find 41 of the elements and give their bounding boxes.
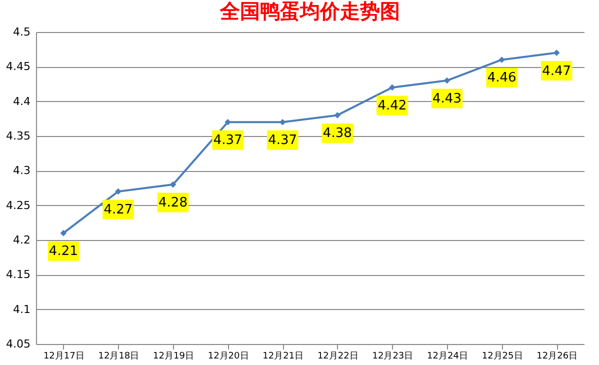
- x-tick-label: 12月24日: [427, 352, 468, 362]
- data-label: 4.46: [487, 70, 516, 86]
- point: [553, 50, 560, 56]
- point: [170, 181, 176, 188]
- point: [279, 118, 286, 126]
- chart-title: 全国鸭蛋均价走势图: [219, 0, 400, 23]
- data-label: 4.37: [213, 133, 242, 148]
- data-label: 4.27: [104, 202, 133, 218]
- data-label: 4.28: [158, 196, 188, 211]
- y-tick-label: 4.45: [6, 60, 30, 74]
- x-tick-label: 12月20日: [208, 352, 249, 362]
- y-tick-label: 4.5: [13, 26, 30, 38]
- y-tick-label: 4.1: [13, 302, 30, 316]
- x-tick-label: 12月26日: [536, 352, 578, 362]
- y-tick-label: 4.4: [13, 94, 30, 108]
- y-tick-label: 4.25: [6, 198, 30, 212]
- data-label: 4.38: [322, 126, 352, 142]
- x-tick-label: 12月18日: [98, 352, 140, 362]
- x-tick-label: 12月23日: [372, 352, 414, 362]
- y-tick-label: 4.35: [6, 130, 30, 142]
- point: [389, 84, 396, 91]
- data-label: 4.37: [268, 133, 298, 148]
- point: [498, 56, 505, 63]
- data-label: 4.42: [378, 98, 407, 114]
- point: [444, 77, 450, 84]
- y-tick-label: 4.3: [13, 164, 30, 178]
- x-tick-label: 12月19日: [153, 352, 194, 362]
- data-label: 4.43: [432, 92, 462, 107]
- x-tick-label: 12月17日: [43, 352, 84, 362]
- x-tick-label: 12月21日: [262, 352, 304, 362]
- point: [60, 230, 67, 236]
- data-label: 4.47: [542, 64, 572, 79]
- x-tick-label: 12月22日: [317, 352, 358, 362]
- point: [115, 188, 122, 195]
- y-tick-label: 4.2: [13, 234, 30, 246]
- x-tick-label: 12月25日: [482, 352, 523, 362]
- point: [224, 118, 231, 126]
- y-tick-label: 4.15: [6, 268, 30, 282]
- data-label: 4.21: [48, 244, 78, 260]
- y-tick-label: 4.05: [6, 338, 30, 350]
- point: [334, 112, 341, 118]
